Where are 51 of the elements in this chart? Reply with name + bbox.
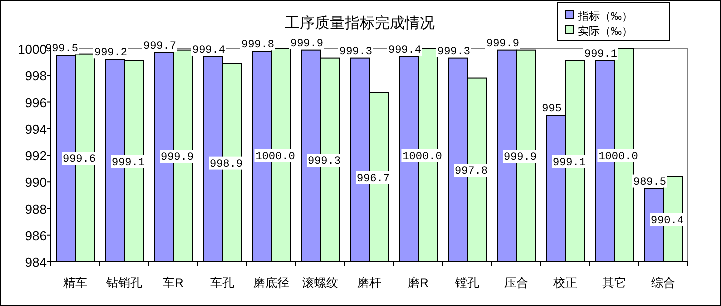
x-tick-label: 滚螺纹	[302, 276, 338, 290]
data-label: 999.5	[45, 44, 79, 56]
data-label: 996.7	[356, 173, 390, 186]
y-tick-label: 996	[25, 95, 47, 110]
x-tick-label: 车R	[163, 276, 184, 290]
y-tick-label: 1000	[18, 42, 47, 57]
data-label: 1000.0	[402, 152, 442, 164]
data-label: 1000.0	[256, 152, 296, 164]
y-tick-label: 994	[25, 122, 47, 137]
x-tick-label: 磨杆	[358, 276, 382, 290]
data-label: 999.6	[62, 154, 96, 166]
legend-label: 指标（‰）	[577, 11, 633, 23]
x-tick-label: 磨R	[408, 276, 430, 290]
x-tick-label: 其它	[602, 276, 626, 290]
y-tick-label: 992	[25, 148, 47, 164]
data-label: 989.5	[633, 176, 667, 189]
data-label: 999.9	[486, 38, 520, 50]
data-label: 999.2	[94, 48, 128, 60]
legend-label: 实际（‰）	[578, 25, 633, 38]
x-tick-label: 磨底径	[254, 276, 290, 290]
y-tick-label: 988	[25, 202, 47, 217]
x-tick-label: 校正	[552, 276, 578, 290]
x-tick-label: 车孔	[210, 276, 234, 290]
x-tick-label: 镗孔	[454, 276, 480, 290]
data-label: 995	[542, 104, 562, 116]
y-tick-label: 984	[25, 255, 47, 270]
data-label: 999.9	[504, 152, 538, 164]
data-label: 999.1	[584, 48, 618, 61]
x-tick-label: 精车	[64, 276, 88, 290]
data-label: 990.4	[650, 215, 684, 228]
data-label: 999.3	[339, 46, 373, 58]
data-label: 999.9	[290, 38, 324, 50]
y-tick-label: 986	[25, 228, 47, 244]
data-label: 999.3	[308, 156, 342, 168]
data-label: 999.4	[388, 44, 422, 57]
data-label: 999.8	[241, 40, 275, 52]
y-tick-label: 998	[25, 68, 47, 84]
data-label: 999.1	[112, 157, 146, 170]
x-tick-label: 钻销孔	[106, 276, 142, 290]
data-label: 999.4	[192, 44, 226, 57]
y-tick-label: 990	[25, 175, 47, 190]
data-label: 999.1	[552, 157, 586, 170]
x-tick-label: 压合	[504, 276, 528, 290]
data-label: 1000.0	[598, 152, 638, 164]
data-label: 999.7	[143, 40, 177, 53]
data-label: 998.9	[210, 158, 244, 171]
data-label: 999.3	[437, 46, 471, 58]
data-label: 997.8	[454, 166, 488, 178]
data-label: 999.9	[160, 152, 194, 164]
chart-title: 工序质量指标完成情况	[285, 15, 435, 32]
x-tick-label: 综合	[652, 276, 676, 290]
